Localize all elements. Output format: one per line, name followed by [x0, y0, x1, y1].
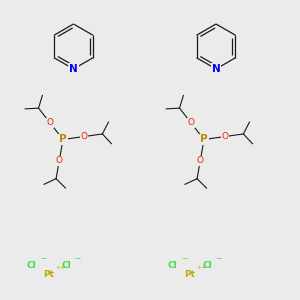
Text: −: −: [74, 254, 81, 263]
Text: O: O: [222, 132, 229, 141]
Text: Cl: Cl: [27, 261, 36, 270]
Text: Cl: Cl: [202, 261, 212, 270]
Text: O: O: [46, 118, 53, 127]
Text: O: O: [187, 118, 194, 127]
Text: Cl: Cl: [168, 261, 177, 270]
Text: −: −: [40, 254, 46, 263]
Text: Pt: Pt: [184, 270, 195, 279]
Text: O: O: [81, 132, 88, 141]
Text: Pt: Pt: [44, 270, 54, 279]
Text: ++: ++: [56, 266, 66, 270]
Text: ++: ++: [197, 266, 207, 270]
Text: −: −: [181, 254, 187, 263]
Text: Cl: Cl: [61, 261, 71, 270]
Text: N: N: [69, 64, 78, 74]
Text: −: −: [215, 254, 222, 263]
Text: O: O: [56, 156, 63, 165]
Text: P: P: [200, 134, 208, 145]
Text: N: N: [212, 64, 220, 74]
Text: O: O: [197, 156, 204, 165]
Text: P: P: [59, 134, 67, 145]
